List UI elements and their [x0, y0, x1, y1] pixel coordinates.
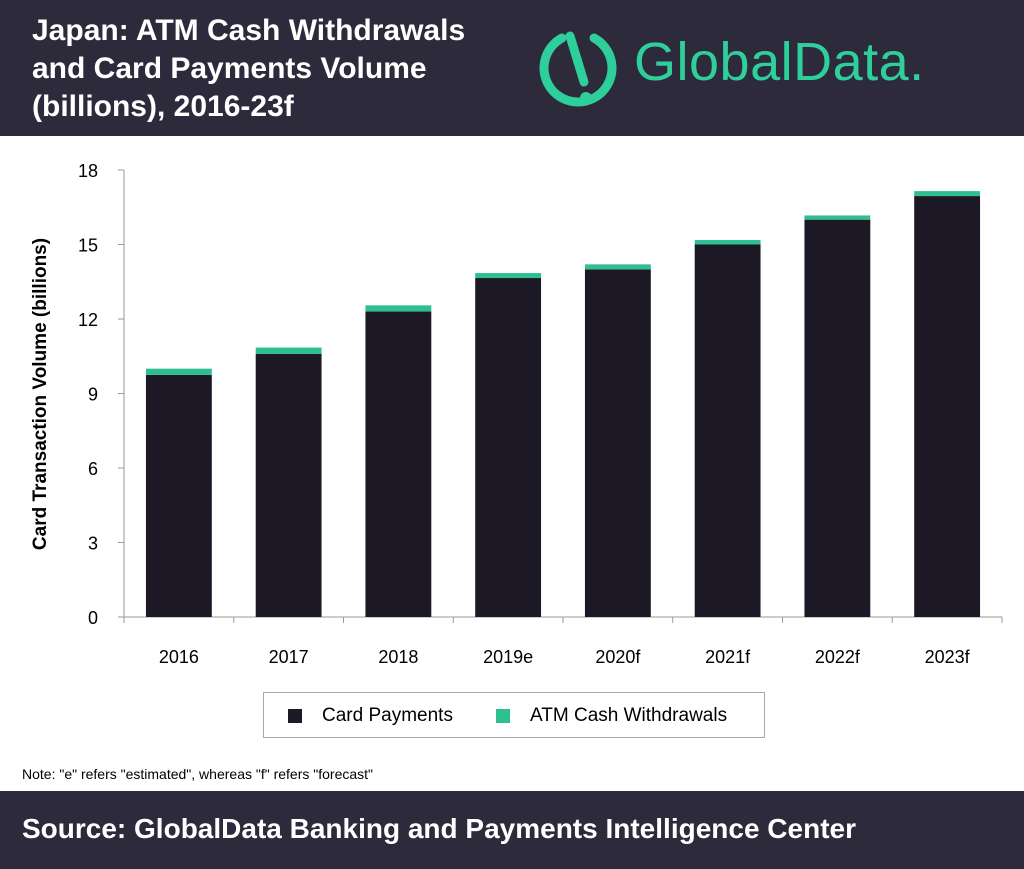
bar-card-payments — [365, 311, 432, 617]
bar-card-payments — [584, 269, 651, 617]
x-tick-label: 2021f — [705, 647, 751, 667]
x-tick-label: 2016 — [159, 647, 199, 667]
bar-atm-cash-withdrawals — [365, 305, 432, 312]
bars-group — [145, 191, 981, 617]
y-tick-label: 0 — [88, 608, 98, 628]
x-tick-label: 2020f — [595, 647, 641, 667]
bar-card-payments — [804, 219, 871, 617]
y-tick-label: 18 — [78, 161, 98, 181]
x-tick-label: 2022f — [815, 647, 861, 667]
y-tick-label: 12 — [78, 310, 98, 330]
x-tick-label: 2023f — [925, 647, 971, 667]
bar-card-payments — [914, 196, 981, 617]
legend-label-atm-cash-withdrawals: ATM Cash Withdrawals — [530, 705, 728, 726]
bar-card-payments — [145, 374, 212, 617]
y-tick-label: 6 — [88, 459, 98, 479]
chart-legend: Card Payments ATM Cash Withdrawals — [263, 692, 765, 738]
bar-card-payments — [255, 353, 322, 617]
title-line-1: Japan: ATM Cash Withdrawals — [32, 14, 466, 47]
y-axis-label: Card Transaction Volume (billions) — [30, 238, 51, 550]
bar-atm-cash-withdrawals — [584, 264, 651, 270]
legend-label-card-payments: Card Payments — [322, 705, 453, 726]
source-text: Source: GlobalData Banking and Payments … — [22, 813, 856, 844]
bar-atm-cash-withdrawals — [914, 191, 981, 197]
legend-swatch-atm-cash-withdrawals — [496, 709, 510, 723]
bar-card-payments — [694, 244, 761, 617]
bar-atm-cash-withdrawals — [475, 273, 542, 279]
legend-item-card-payments: Card Payments — [288, 693, 453, 739]
bar-atm-cash-withdrawals — [804, 215, 871, 220]
header-banner: Japan: ATM Cash Withdrawals and Card Pay… — [0, 0, 1024, 136]
x-axis: 2016 2017 2018 2019e 2020f 2021f 2022f 2023f — [123, 616, 1003, 667]
x-tick-label: 2019e — [483, 647, 533, 667]
footer-banner: Source: GlobalData Banking and Payments … — [0, 791, 1024, 869]
logo-wordmark: GlobalData. — [634, 32, 925, 92]
title-line-2: and Card Payments Volume — [32, 52, 427, 85]
bar-atm-cash-withdrawals — [694, 240, 761, 245]
logo-mark-icon — [539, 31, 617, 107]
chart-title: Japan: ATM Cash Withdrawals and Card Pay… — [32, 12, 532, 126]
title-line-3: (billions), 2016-23f — [32, 90, 294, 123]
footnote: Note: "e" refers "estimated", whereas "f… — [22, 766, 373, 782]
y-axis: 0 3 6 9 12 15 18 — [78, 161, 125, 628]
x-tick-label: 2017 — [269, 647, 309, 667]
legend-swatch-card-payments — [288, 709, 302, 723]
x-tick-label: 2018 — [378, 647, 418, 667]
globaldata-logo: GlobalData. — [528, 16, 1008, 116]
bar-card-payments — [475, 278, 542, 617]
y-tick-label: 15 — [78, 236, 98, 256]
y-tick-label: 9 — [88, 385, 98, 405]
y-tick-label: 3 — [88, 534, 98, 554]
legend-item-atm-cash-withdrawals: ATM Cash Withdrawals — [496, 693, 727, 739]
bar-atm-cash-withdrawals — [145, 368, 212, 375]
bar-atm-cash-withdrawals — [255, 347, 322, 354]
